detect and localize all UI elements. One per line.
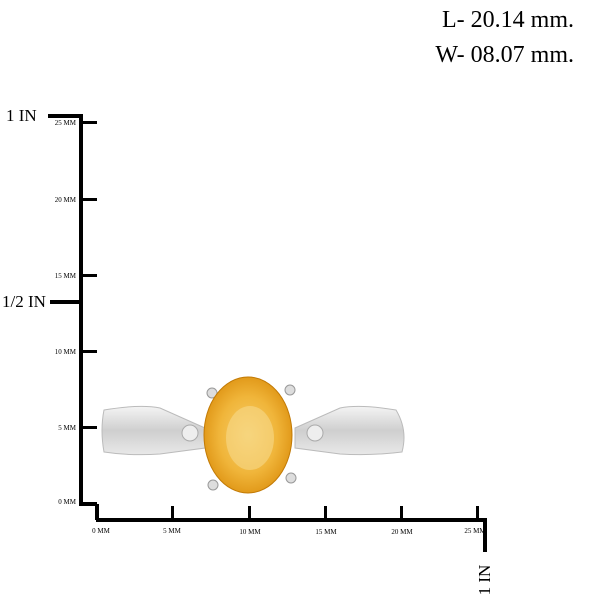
hlabel-0mm: 0 MM xyxy=(92,527,110,535)
band-right xyxy=(294,405,405,456)
half-inch-mark xyxy=(50,300,83,304)
one-inch-end-mark xyxy=(483,518,487,552)
htick-25mm xyxy=(476,506,479,520)
one-inch-label: 1 IN xyxy=(6,106,37,125)
tick-25mm xyxy=(81,121,97,124)
one-inch-horizontal-label: 1 IN xyxy=(475,564,494,596)
htick-10mm xyxy=(248,506,251,520)
tick-15mm xyxy=(81,274,97,277)
vertical-ruler-line xyxy=(79,115,83,506)
band-left xyxy=(101,405,206,456)
horizontal-ruler-line xyxy=(96,518,487,522)
label-0mm: 0 MM xyxy=(58,498,76,506)
hlabel-10mm: 10 MM xyxy=(239,528,261,536)
hlabel-20mm: 20 MM xyxy=(391,528,413,536)
label-15mm: 15 MM xyxy=(54,272,76,280)
htick-0mm xyxy=(95,504,99,520)
hlabel-5mm: 5 MM xyxy=(163,527,181,535)
hlabel-25mm: 25 MM xyxy=(464,527,486,535)
length-dimension: L- 20.14 mm. xyxy=(442,7,574,33)
tick-20mm xyxy=(81,198,97,201)
side-diamond-left xyxy=(181,424,199,442)
hlabel-15mm: 15 MM xyxy=(315,528,337,536)
half-inch-label: 1/2 IN xyxy=(2,292,46,311)
label-10mm: 10 MM xyxy=(54,348,76,356)
one-inch-mark xyxy=(48,114,83,118)
htick-15mm xyxy=(324,506,327,520)
label-20mm: 20 MM xyxy=(54,196,76,204)
tick-0mm xyxy=(79,502,97,506)
label-5mm: 5 MM xyxy=(58,424,76,432)
tick-5mm xyxy=(81,426,97,429)
tick-10mm xyxy=(81,350,97,353)
htick-5mm xyxy=(171,506,174,520)
label-25mm: 25 MM xyxy=(54,119,76,127)
htick-20mm xyxy=(400,506,403,520)
width-dimension: W- 08.07 mm. xyxy=(435,42,574,68)
side-diamond-right xyxy=(306,424,324,442)
